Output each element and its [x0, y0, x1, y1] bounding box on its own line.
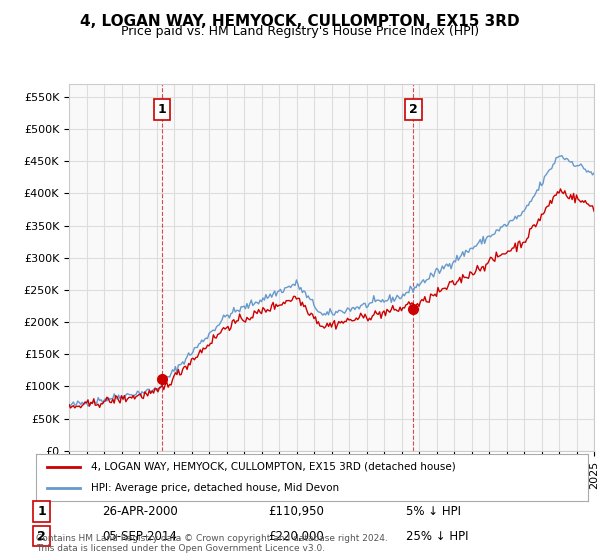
Text: 05-SEP-2014: 05-SEP-2014 — [102, 530, 177, 543]
Text: 4, LOGAN WAY, HEMYOCK, CULLOMPTON, EX15 3RD: 4, LOGAN WAY, HEMYOCK, CULLOMPTON, EX15 … — [80, 14, 520, 29]
Text: Contains HM Land Registry data © Crown copyright and database right 2024.
This d: Contains HM Land Registry data © Crown c… — [36, 534, 388, 553]
Text: 1: 1 — [158, 103, 166, 116]
Text: 1: 1 — [37, 505, 46, 518]
Text: Price paid vs. HM Land Registry's House Price Index (HPI): Price paid vs. HM Land Registry's House … — [121, 25, 479, 38]
Text: 5% ↓ HPI: 5% ↓ HPI — [406, 505, 461, 518]
Text: £220,000: £220,000 — [268, 530, 323, 543]
Text: HPI: Average price, detached house, Mid Devon: HPI: Average price, detached house, Mid … — [91, 483, 340, 493]
Text: 4, LOGAN WAY, HEMYOCK, CULLOMPTON, EX15 3RD (detached house): 4, LOGAN WAY, HEMYOCK, CULLOMPTON, EX15 … — [91, 462, 456, 472]
Text: £110,950: £110,950 — [268, 505, 324, 518]
Text: 26-APR-2000: 26-APR-2000 — [102, 505, 178, 518]
Text: 2: 2 — [409, 103, 418, 116]
Text: 25% ↓ HPI: 25% ↓ HPI — [406, 530, 469, 543]
Text: 2: 2 — [37, 530, 46, 543]
